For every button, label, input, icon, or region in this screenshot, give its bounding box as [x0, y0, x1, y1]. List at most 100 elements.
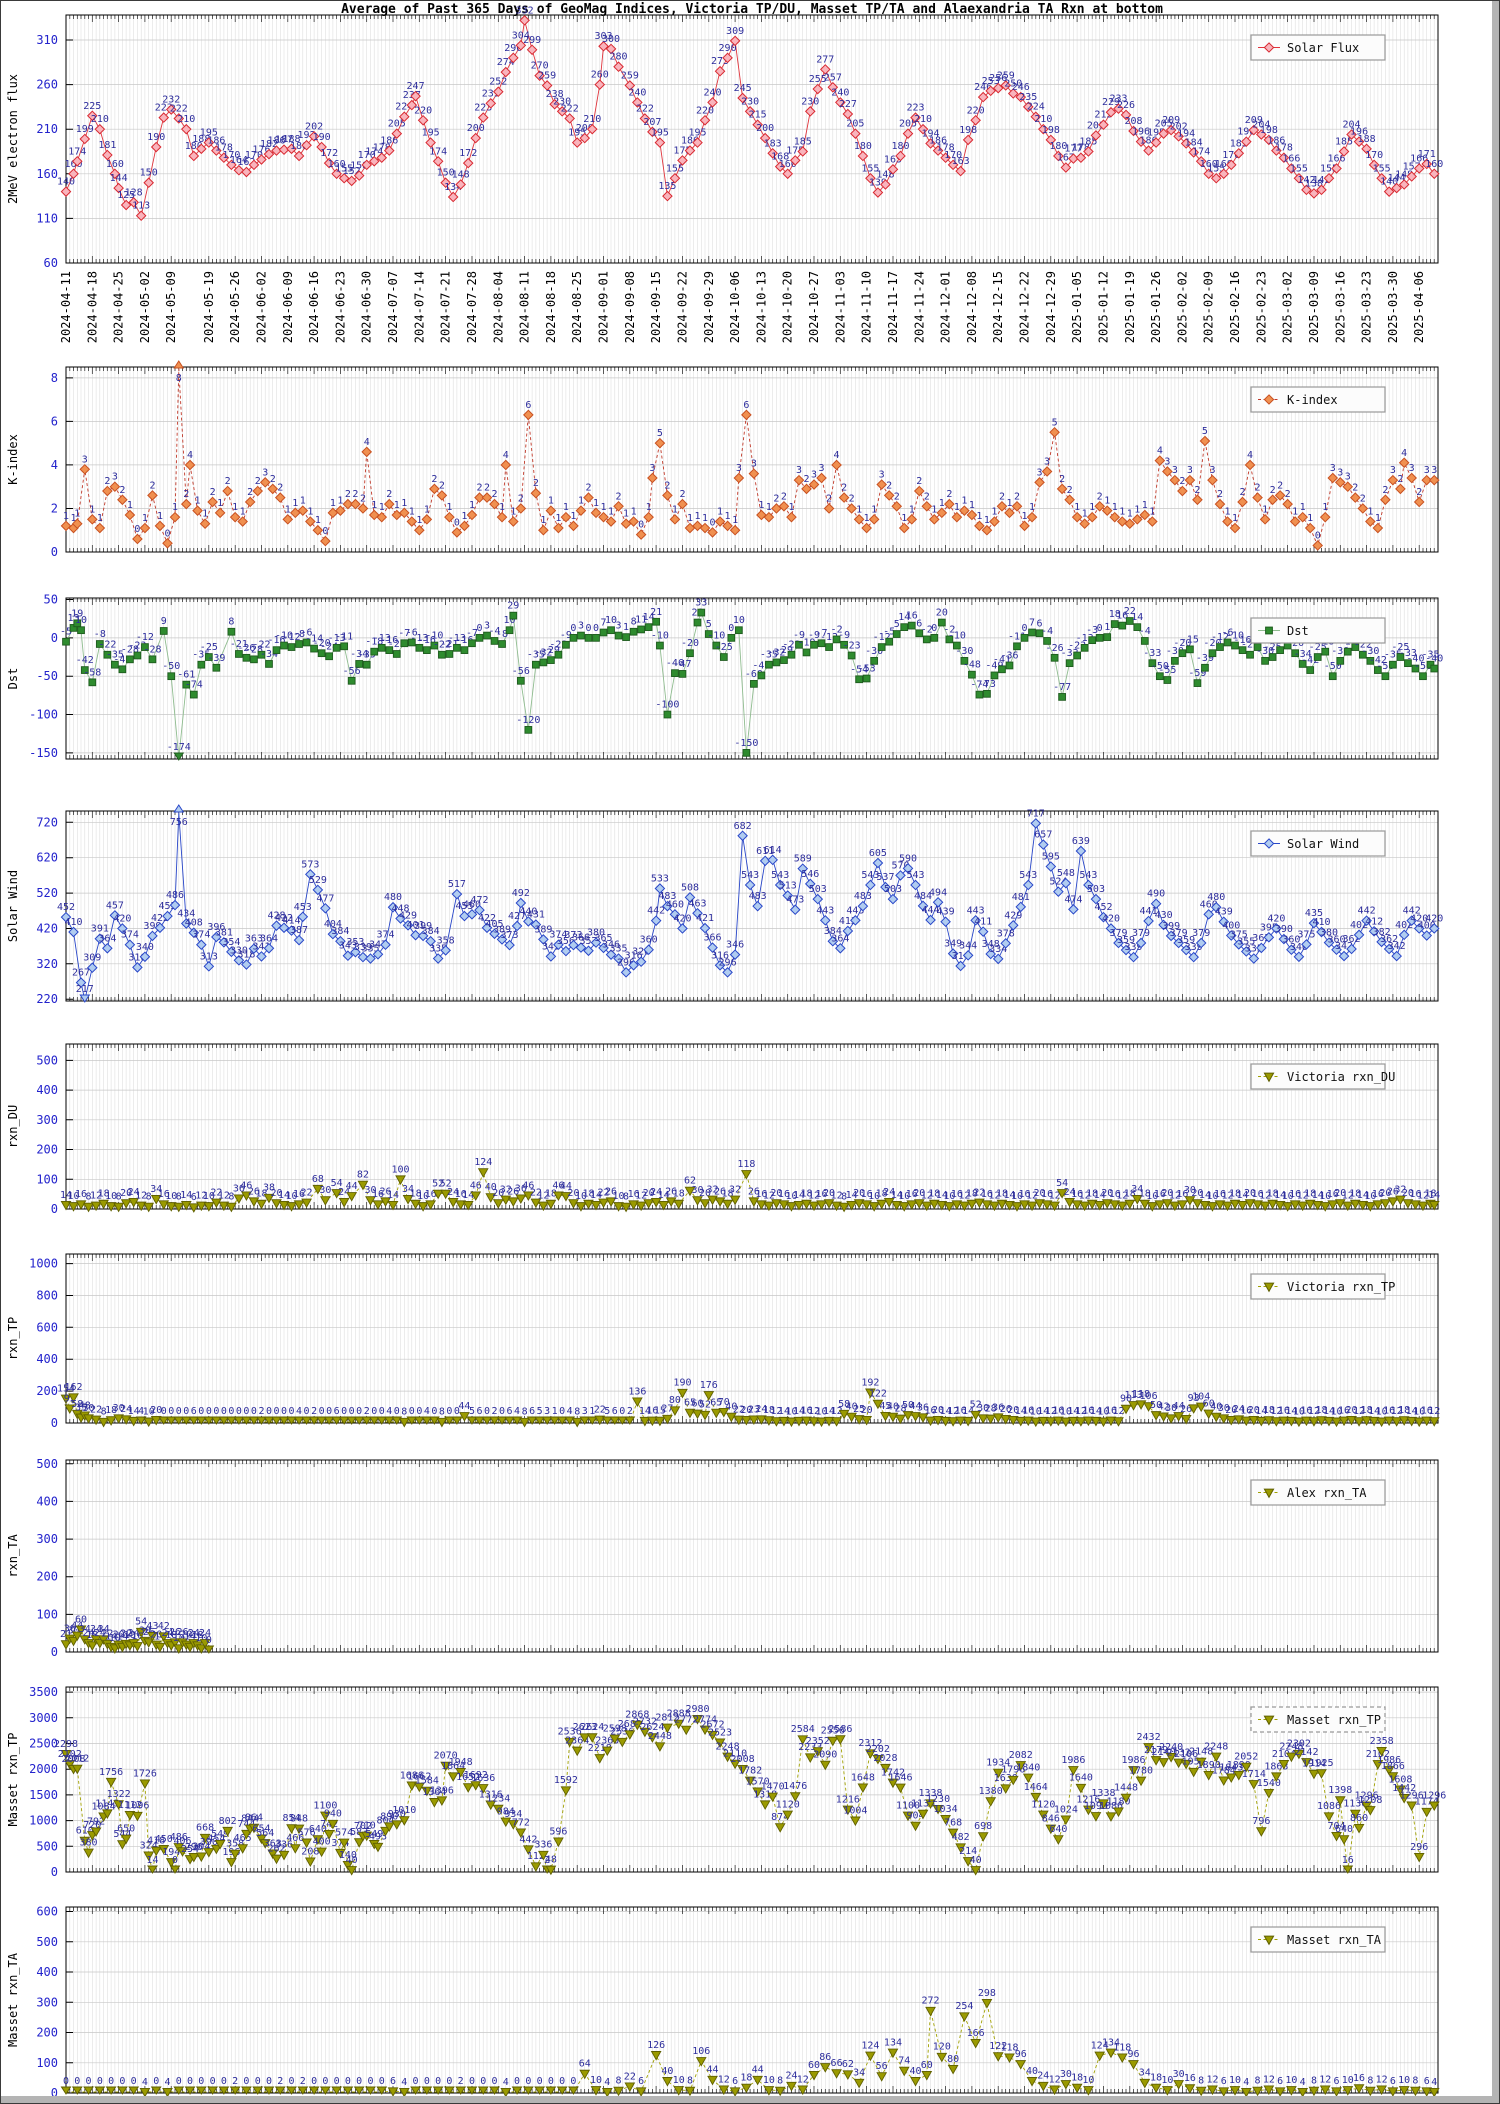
- data-label: 245: [734, 83, 752, 94]
- data-label: 1742: [881, 1767, 905, 1778]
- data-label: 20: [1101, 1188, 1113, 1199]
- data-label: 20: [643, 1188, 655, 1199]
- data-label: 44: [560, 1181, 572, 1192]
- data-label: 1: [89, 504, 95, 515]
- clipped-down-arrow: [286, 2086, 297, 2095]
- data-label: 217: [76, 984, 94, 995]
- data-label: 12: [1112, 1406, 1124, 1417]
- data-label: 42: [158, 1621, 170, 1632]
- data-label: 1120: [1031, 1799, 1055, 1810]
- data-label: 1: [63, 511, 69, 522]
- data-label: 486: [170, 1832, 188, 1843]
- x-tick-label: 2024-06-23: [333, 271, 347, 343]
- legend-victoria_rxn_du: Victoria rxn_DU: [1250, 1063, 1395, 1090]
- data-label: 1934: [986, 1758, 1010, 1769]
- data-label: 230: [801, 96, 819, 107]
- data-label: -26: [1046, 643, 1064, 654]
- data-label: 360: [640, 935, 658, 946]
- data-label: 756: [170, 817, 188, 828]
- data-label: 20: [936, 608, 948, 619]
- data-label: 0: [394, 1406, 400, 1417]
- data-label: 22: [597, 1187, 609, 1198]
- data-label: 34: [150, 1184, 162, 1195]
- clipped-down-arrow: [474, 1416, 485, 1425]
- data-label: 0: [409, 1406, 415, 1417]
- data-label: 30: [1173, 2069, 1185, 2080]
- data-label: 1: [1006, 498, 1012, 509]
- data-label: 2586: [828, 1724, 852, 1735]
- data-label: 340: [136, 942, 154, 953]
- data-label: 10: [195, 1633, 207, 1644]
- data-label: 3: [1409, 463, 1415, 474]
- data-label: 349: [944, 939, 962, 950]
- x-tick-label: 2025-01-19: [1123, 271, 1137, 343]
- data-label: 160: [1200, 159, 1218, 170]
- data-label: -16: [380, 635, 398, 646]
- legend-masset_rxn_ta: Masset rxn_TA: [1250, 1926, 1386, 1953]
- clipped-down-arrow: [60, 2086, 72, 2095]
- data-label: 374: [376, 930, 394, 941]
- data-label: 222: [561, 103, 579, 114]
- x-tick-label: 2024-07-21: [439, 271, 453, 343]
- data-label: 6: [1333, 2076, 1339, 2087]
- data-label: 190: [313, 132, 331, 143]
- data-label: -33: [1143, 648, 1161, 659]
- data-label: 410: [64, 917, 82, 928]
- data-label: -21: [388, 639, 406, 650]
- data-label: 24: [188, 1628, 200, 1639]
- data-label: 163: [952, 156, 970, 167]
- data-label: 2980: [685, 1704, 709, 1715]
- data-label: 52: [970, 1400, 982, 1411]
- data-label: 22: [594, 1404, 606, 1415]
- data-label: 0: [469, 2076, 475, 2087]
- data-label: 80: [669, 1395, 681, 1406]
- y-tick-label: 1000: [29, 1257, 58, 1271]
- data-label: 390: [1275, 924, 1293, 935]
- data-label: 24: [883, 1187, 895, 1198]
- data-label: 364: [831, 933, 849, 944]
- data-label: 0: [153, 2076, 159, 2087]
- data-label: 4: [1247, 450, 1253, 461]
- data-label: 12: [831, 1406, 843, 1417]
- data-label: 165: [884, 154, 902, 165]
- data-label: 22: [1124, 606, 1136, 617]
- data-label: 10: [1342, 2075, 1354, 2086]
- data-label: 34: [402, 1184, 414, 1195]
- data-label: 444: [922, 905, 940, 916]
- data-label: 2: [1179, 476, 1185, 487]
- data-label: -33: [1399, 648, 1417, 659]
- data-label: 391: [91, 924, 109, 935]
- data-label: 207: [643, 117, 661, 128]
- data-label: 2: [300, 2076, 306, 2087]
- data-label: -42: [1301, 655, 1319, 666]
- data-label: 389: [534, 924, 552, 935]
- data-label: 318: [237, 950, 255, 961]
- data-label: 16: [1154, 1189, 1166, 1200]
- solar_wind-legend-marker-icon: [1263, 838, 1275, 849]
- clipped-down-arrow: [601, 1416, 613, 1425]
- data-label: 455: [455, 901, 473, 912]
- data-label: 21: [650, 607, 662, 618]
- data-label: 0: [97, 2076, 103, 2087]
- data-label: 14: [1015, 1406, 1027, 1417]
- data-label: 1864: [441, 1761, 465, 1772]
- data-label: 112: [527, 1851, 545, 1862]
- data-label: 26: [1000, 1404, 1012, 1415]
- data-label: 0: [266, 1406, 272, 1417]
- data-label: 223: [155, 103, 173, 114]
- data-label: 1: [315, 515, 321, 526]
- data-label: -7: [466, 628, 478, 639]
- data-label: 380: [80, 1837, 98, 1848]
- data-label: 2: [826, 493, 832, 504]
- data-label: 34: [98, 1624, 110, 1635]
- data-label: 20: [770, 1188, 782, 1199]
- data-label: 1: [71, 513, 77, 524]
- data-label: 8: [574, 1407, 580, 1418]
- data-label: 14: [1406, 1406, 1418, 1417]
- data-label: -16: [455, 635, 473, 646]
- data-label: 2: [1255, 483, 1261, 494]
- data-label: 10: [504, 615, 516, 626]
- y-tick-label: 100: [36, 1172, 58, 1186]
